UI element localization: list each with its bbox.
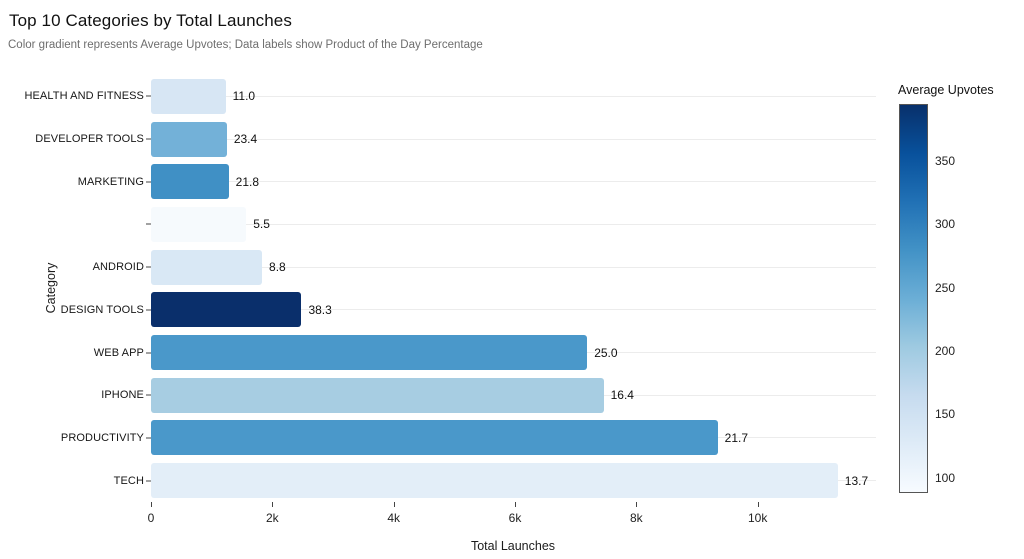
bar-value-label: 5.5	[253, 217, 270, 232]
category-label: HEALTH AND FITNESS	[24, 90, 144, 103]
y-tick-mark	[146, 181, 151, 183]
y-axis-title: Category	[44, 262, 58, 314]
x-tick-mark	[151, 502, 152, 507]
x-axis-title: Total Launches	[470, 539, 556, 553]
x-tick-mark	[515, 502, 517, 507]
category-label: WEB APP	[93, 346, 144, 359]
y-tick-mark	[146, 394, 151, 396]
y-tick-mark	[146, 437, 151, 439]
y-tick-mark	[146, 138, 151, 140]
colorbar-tick-label: 100	[935, 470, 956, 485]
bar-value-label: 21.7	[724, 430, 748, 445]
bar-marketing[interactable]	[151, 164, 229, 200]
bar-design-tools[interactable]	[151, 292, 302, 328]
gridline	[151, 223, 876, 225]
colorbar-tick-label: 300	[935, 217, 956, 232]
bar-value-label: 13.7	[844, 473, 869, 488]
category-label: MARKETING	[77, 175, 144, 188]
x-tick-label: 8k	[630, 511, 643, 525]
colorbar-tick-label: 350	[935, 154, 956, 169]
category-label: TECH	[113, 474, 144, 487]
bar-tech[interactable]	[151, 463, 838, 499]
bar-productivity[interactable]	[151, 420, 718, 456]
colorbar-title: Average Upvotes	[898, 83, 994, 97]
x-tick-mark	[757, 502, 759, 507]
x-tick-label: 4k	[387, 511, 401, 525]
bar-value-label: 38.3	[308, 302, 332, 317]
category-label: IPHONE	[101, 389, 144, 402]
category-label: DESIGN TOOLS	[60, 303, 144, 316]
chart-subtitle: Color gradient represents Average Upvote…	[8, 39, 483, 51]
y-tick-mark	[146, 352, 151, 354]
category-label: DEVELOPER TOOLS	[35, 133, 144, 146]
bar-value-label: 11.0	[232, 89, 256, 104]
bar-value-label: 8.8	[269, 260, 286, 275]
x-tick-mark	[393, 502, 395, 507]
bar-value-label: 16.4	[610, 388, 634, 403]
y-tick-mark	[146, 223, 151, 225]
gridline	[151, 266, 876, 268]
gridline	[151, 181, 876, 183]
x-tick-label: 2k	[265, 511, 279, 525]
bar-value-label: 25.0	[594, 345, 618, 360]
bar-developer-tools[interactable]	[151, 121, 227, 157]
y-tick-mark	[146, 480, 151, 482]
colorbar-tick-label: 200	[935, 344, 956, 359]
bar-unlabeled[interactable]	[151, 206, 247, 242]
bar-health-and-fitness[interactable]	[151, 78, 226, 114]
bar-android[interactable]	[151, 249, 263, 285]
colorbar-tick-label: 150	[935, 407, 956, 422]
x-tick-label: 6k	[508, 511, 522, 525]
x-tick-mark	[272, 502, 274, 507]
x-tick-label: 10k	[748, 511, 768, 525]
x-tick-label: 0	[147, 511, 155, 525]
gridline	[151, 309, 876, 311]
gridline	[151, 138, 876, 140]
colorbar-tick-label: 250	[935, 280, 956, 295]
y-tick-mark	[146, 309, 151, 311]
category-label: PRODUCTIVITY	[60, 431, 144, 444]
bar-value-label: 23.4	[233, 132, 258, 147]
gridline	[151, 95, 876, 97]
y-tick-mark	[146, 266, 151, 268]
colorbar-gradient	[899, 104, 928, 493]
chart-title: Top 10 Categories by Total Launches	[9, 11, 292, 30]
bar-web-app[interactable]	[151, 335, 588, 371]
bar-iphone[interactable]	[151, 377, 604, 413]
plot-area: 11.0 HEALTH AND FITNESS 23.4 DEVELOPER TOOL…	[24, 75, 876, 525]
x-tick-mark	[636, 502, 638, 507]
category-label: ANDROID	[92, 261, 144, 274]
y-tick-mark	[146, 95, 151, 97]
bar-value-label: 21.8	[235, 174, 260, 189]
